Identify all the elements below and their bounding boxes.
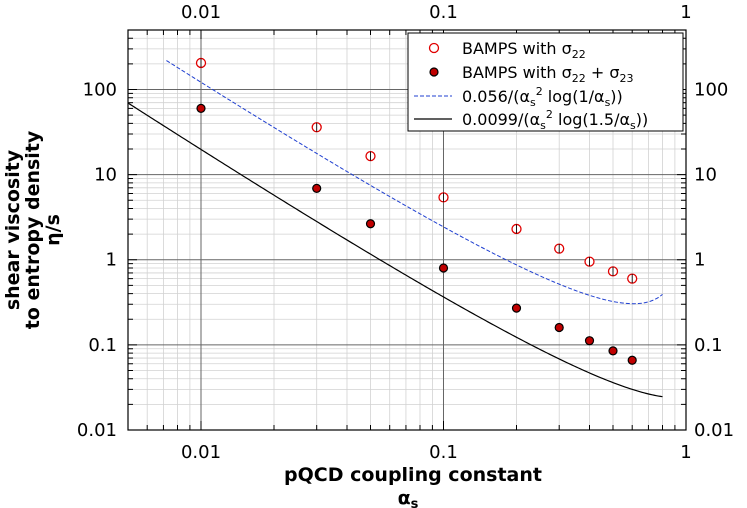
series-2-curve [166, 60, 663, 305]
y-tick-label-left: 0.1 [88, 335, 117, 356]
y-axis-title-line-1: shear viscosity [2, 149, 24, 310]
plot-frame [127, 29, 687, 431]
series-1-point [627, 355, 637, 365]
series-1-point [608, 346, 618, 356]
y-tick-label-left: 100 [83, 79, 117, 100]
y-tick-label-right: 0.01 [694, 420, 734, 441]
x-axis-symbol: αs [398, 487, 419, 508]
y-tick-label-right: 100 [694, 79, 728, 100]
x-tick-label-bottom: 0.1 [429, 442, 458, 463]
series-1-point [312, 183, 322, 193]
legend-label-s22: BAMPS with σ22 [462, 39, 586, 61]
legend-box [407, 32, 684, 132]
y-tick-label-left: 10 [94, 165, 117, 186]
y-tick-label-right: 0.1 [694, 335, 723, 356]
series-1-point [511, 303, 522, 313]
y-tick-label-right: 10 [694, 165, 717, 186]
data-points [195, 57, 638, 365]
legend: BAMPS with σ22 BAMPS with σ22 + σ23 0.05… [407, 32, 684, 132]
y-axis-title-line-3: η/s [42, 214, 64, 246]
x-axis-title: pQCD coupling constant [284, 464, 542, 486]
legend-label-dashed-fit: 0.056/(αs2 log(1/αs)) [462, 85, 623, 109]
series-1-point [584, 336, 595, 346]
y-tick-label-right: 1 [694, 250, 705, 271]
x-tick-label-top: 1 [680, 2, 691, 23]
legend-label-solid-fit: 0.0099/(αs2 log(1.5/αs)) [462, 108, 648, 132]
fit-curves [127, 60, 663, 398]
x-tick-label-top: 0.01 [181, 2, 221, 23]
series-1-point [365, 219, 376, 229]
x-tick-label-top: 0.1 [429, 2, 458, 23]
y-tick-label-left: 1 [106, 250, 117, 271]
legend-marker-filled-circle [429, 67, 439, 77]
series-1-point [438, 263, 449, 273]
y-axis-title: shear viscosity to entropy density η/s [2, 130, 64, 329]
y-axis-title-line-2: to entropy density [22, 130, 44, 329]
x-tick-label-bottom: 1 [680, 442, 691, 463]
series-1-point [554, 322, 564, 333]
series-1-point [196, 103, 206, 113]
legend-marker-open-circle [428, 42, 440, 54]
x-tick-label-bottom: 0.01 [181, 442, 221, 463]
series-3-curve [127, 102, 663, 398]
y-tick-label-left: 0.01 [77, 420, 117, 441]
legend-label-s22-s23: BAMPS with σ22 + σ23 [462, 63, 634, 85]
